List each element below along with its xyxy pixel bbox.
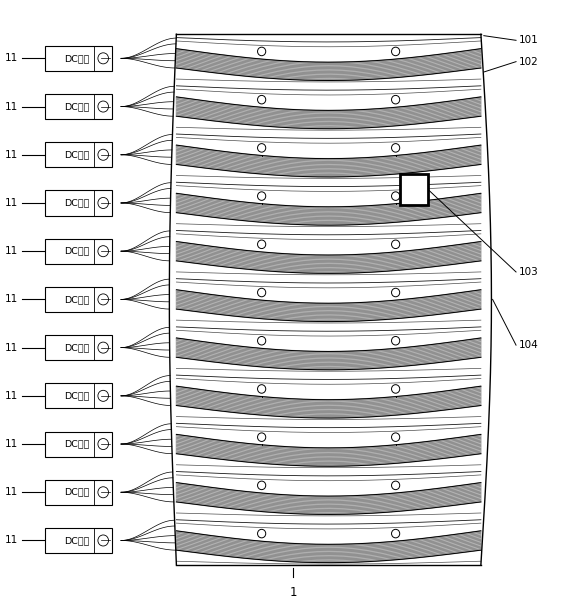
- Bar: [45, 46, 112, 71]
- Text: 1: 1: [290, 586, 297, 599]
- Bar: [45, 383, 112, 408]
- Circle shape: [258, 288, 266, 297]
- Circle shape: [392, 337, 400, 345]
- Circle shape: [258, 385, 266, 393]
- Text: DC电源: DC电源: [64, 536, 90, 545]
- Circle shape: [98, 294, 109, 305]
- Polygon shape: [176, 386, 481, 418]
- Text: 11: 11: [5, 246, 18, 256]
- Circle shape: [392, 144, 400, 152]
- Circle shape: [98, 53, 109, 64]
- Circle shape: [258, 481, 266, 489]
- Text: 11: 11: [5, 391, 18, 401]
- Text: DC电源: DC电源: [64, 439, 90, 448]
- Circle shape: [392, 433, 400, 441]
- Circle shape: [392, 529, 400, 538]
- Circle shape: [258, 529, 266, 538]
- Circle shape: [258, 192, 266, 200]
- Text: 11: 11: [5, 198, 18, 208]
- Polygon shape: [176, 49, 481, 81]
- Circle shape: [392, 47, 400, 56]
- Circle shape: [98, 487, 109, 498]
- Polygon shape: [176, 531, 481, 563]
- Polygon shape: [176, 290, 481, 321]
- Text: 101: 101: [519, 35, 539, 45]
- Polygon shape: [176, 241, 481, 273]
- Circle shape: [258, 337, 266, 345]
- Text: 11: 11: [5, 150, 18, 159]
- Text: DC电源: DC电源: [64, 102, 90, 111]
- Circle shape: [258, 240, 266, 249]
- Circle shape: [98, 390, 109, 401]
- Polygon shape: [176, 483, 481, 514]
- Text: DC电源: DC电源: [64, 199, 90, 208]
- Text: DC电源: DC电源: [64, 391, 90, 400]
- Text: 104: 104: [519, 340, 539, 350]
- Bar: [45, 191, 112, 216]
- Text: DC电源: DC电源: [64, 488, 90, 497]
- Text: 11: 11: [5, 439, 18, 449]
- Polygon shape: [176, 97, 481, 129]
- Circle shape: [98, 535, 109, 546]
- Bar: [400, 174, 428, 205]
- Circle shape: [98, 246, 109, 257]
- Text: DC电源: DC电源: [64, 150, 90, 159]
- Text: 11: 11: [5, 343, 18, 353]
- Circle shape: [392, 240, 400, 249]
- Circle shape: [258, 95, 266, 104]
- Text: 102: 102: [519, 57, 539, 67]
- Bar: [45, 94, 112, 119]
- Bar: [45, 431, 112, 456]
- Circle shape: [392, 385, 400, 393]
- Polygon shape: [176, 145, 481, 177]
- Bar: [45, 239, 112, 264]
- Text: DC电源: DC电源: [64, 247, 90, 255]
- Bar: [45, 335, 112, 360]
- Text: DC电源: DC电源: [64, 295, 90, 304]
- Bar: [45, 528, 112, 553]
- Circle shape: [392, 288, 400, 297]
- Circle shape: [98, 197, 109, 208]
- Text: DC电源: DC电源: [64, 343, 90, 352]
- Circle shape: [392, 95, 400, 104]
- Polygon shape: [176, 338, 481, 370]
- Text: 11: 11: [5, 295, 18, 304]
- Text: 11: 11: [5, 53, 18, 64]
- Circle shape: [98, 149, 109, 160]
- Text: 11: 11: [5, 101, 18, 112]
- Circle shape: [98, 101, 109, 112]
- Text: 103: 103: [519, 267, 539, 277]
- Text: 11: 11: [5, 535, 18, 546]
- Bar: [45, 480, 112, 505]
- Polygon shape: [176, 193, 481, 225]
- Text: 11: 11: [5, 487, 18, 497]
- Polygon shape: [176, 434, 481, 466]
- Circle shape: [392, 192, 400, 200]
- Circle shape: [98, 439, 109, 450]
- Circle shape: [392, 481, 400, 489]
- Circle shape: [258, 47, 266, 56]
- Bar: [45, 287, 112, 312]
- Circle shape: [258, 433, 266, 441]
- Text: DC电源: DC电源: [64, 54, 90, 63]
- Circle shape: [258, 144, 266, 152]
- Bar: [45, 142, 112, 167]
- Circle shape: [98, 342, 109, 353]
